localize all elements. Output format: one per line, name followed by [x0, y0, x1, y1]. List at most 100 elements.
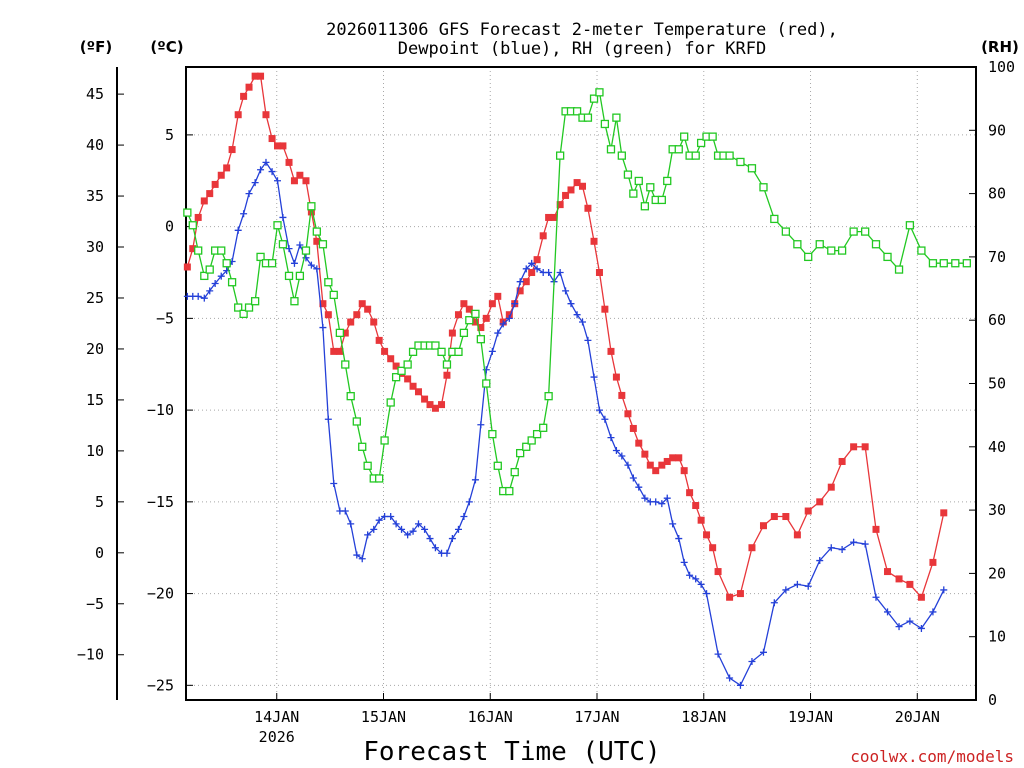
data-point	[404, 375, 412, 383]
data-point	[928, 259, 938, 268]
data-point	[257, 72, 265, 80]
data-point	[295, 271, 305, 281]
data-point	[505, 486, 514, 496]
data-point	[443, 371, 451, 379]
data-point	[302, 177, 310, 185]
data-point	[579, 318, 587, 326]
data-point	[471, 309, 480, 319]
data-point	[850, 538, 858, 546]
data-point	[691, 151, 700, 160]
data-point	[205, 265, 214, 274]
data-point	[387, 355, 395, 363]
data-point	[194, 292, 202, 300]
data-point	[770, 513, 778, 521]
data-point	[714, 568, 722, 576]
rh-tick-label: 50	[988, 375, 1006, 393]
data-point	[837, 246, 847, 255]
data-point	[635, 483, 643, 491]
celsius-tick-label: −25	[147, 676, 174, 694]
series-relative-humidity	[183, 88, 971, 496]
data-point	[188, 221, 197, 230]
data-point	[871, 240, 881, 249]
data-point	[827, 544, 835, 552]
data-point	[403, 360, 412, 369]
series-line	[187, 161, 945, 687]
data-point	[629, 474, 637, 482]
data-point	[736, 681, 744, 689]
data-point	[358, 555, 366, 563]
data-point	[262, 111, 270, 119]
data-point	[726, 674, 734, 682]
data-point	[442, 360, 452, 369]
data-point	[533, 265, 541, 273]
data-point	[827, 246, 836, 255]
data-point	[488, 300, 496, 308]
data-point	[200, 294, 208, 302]
data-point	[770, 214, 779, 224]
data-point	[494, 292, 502, 300]
data-point	[545, 268, 553, 276]
data-point	[183, 263, 191, 271]
data-point	[465, 316, 474, 325]
celsius-tick-label: −15	[147, 493, 174, 511]
data-point	[590, 373, 598, 381]
chart-title-line1: 2026011306 GFS Forecast 2-meter Temperat…	[326, 20, 838, 40]
data-point	[426, 401, 434, 409]
data-point	[347, 318, 355, 326]
data-point	[414, 520, 422, 528]
data-point	[804, 582, 812, 590]
data-point	[183, 208, 192, 217]
data-point	[917, 593, 925, 601]
celsius-tick-label: −5	[156, 309, 174, 327]
data-point	[528, 259, 536, 267]
data-point	[747, 164, 757, 173]
fahrenheit-unit-label: (ºF)	[80, 38, 112, 56]
data-point	[268, 135, 276, 143]
data-point	[623, 170, 633, 179]
rh-tick-label: 100	[988, 58, 1015, 76]
rh-tick-label: 30	[988, 501, 1006, 519]
data-point	[375, 336, 383, 344]
data-point	[600, 119, 610, 129]
data-point	[748, 657, 756, 665]
data-point	[290, 177, 298, 185]
data-point	[697, 580, 705, 588]
data-point	[347, 520, 355, 528]
data-point	[567, 186, 575, 194]
data-point	[421, 525, 429, 533]
data-point	[804, 507, 812, 515]
data-point	[804, 252, 813, 262]
data-point	[234, 303, 243, 312]
data-point	[409, 527, 417, 535]
series-line	[186, 90, 967, 492]
data-point	[573, 311, 581, 319]
data-point	[658, 500, 666, 508]
data-point	[471, 476, 479, 484]
rh-tick-label: 20	[988, 564, 1006, 582]
data-point	[646, 183, 655, 192]
data-point	[658, 461, 666, 469]
rh-tick-label: 90	[988, 121, 1006, 139]
data-point	[555, 151, 565, 160]
data-point	[663, 176, 672, 186]
data-point	[358, 442, 367, 451]
data-point	[217, 246, 226, 255]
data-point	[398, 525, 406, 533]
celsius-unit-label: (ºC)	[150, 38, 183, 56]
series-temperature	[183, 72, 948, 601]
data-point	[267, 259, 277, 268]
data-point	[584, 336, 592, 344]
data-point	[505, 311, 513, 319]
data-point	[392, 362, 400, 370]
data-point	[200, 271, 209, 281]
data-point	[256, 252, 265, 262]
data-point	[324, 415, 332, 423]
data-point	[522, 442, 531, 451]
data-point	[951, 259, 960, 268]
celsius-tick-label: −10	[147, 401, 174, 419]
data-point	[251, 72, 259, 80]
data-point	[583, 113, 593, 122]
data-point	[476, 335, 485, 344]
data-point	[228, 146, 236, 154]
data-point	[686, 489, 694, 497]
